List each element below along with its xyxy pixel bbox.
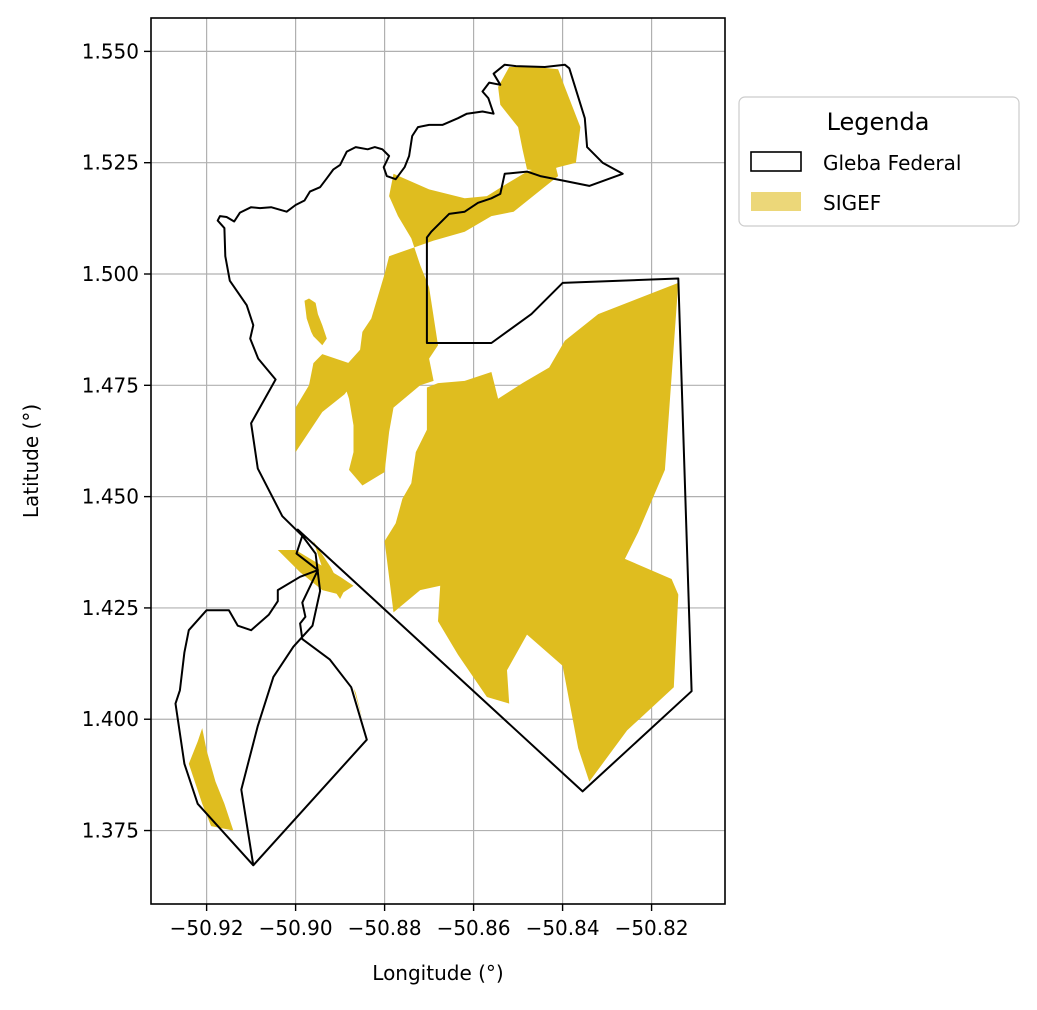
x-tick-label: −50.86	[437, 916, 511, 940]
legend-title: Legenda	[827, 108, 930, 136]
y-tick-label: 1.425	[82, 596, 139, 620]
y-tick-label: 1.500	[82, 262, 139, 286]
y-tick-label: 1.525	[82, 151, 139, 175]
y-tick-label: 1.550	[82, 39, 139, 63]
sigef-parcel-8	[353, 688, 367, 729]
y-axis-label: Latitude (°)	[19, 404, 43, 518]
x-tick-label: −50.92	[170, 916, 244, 940]
legend: Legenda Gleba Federal SIGEF	[738, 96, 1020, 227]
x-axis: −50.92 −50.90 −50.88 −50.86 −50.84 −50.82	[170, 904, 689, 940]
sigef-parcel-2	[340, 158, 559, 486]
sigef-parcel-4	[498, 67, 581, 172]
sigef-parcel-1	[384, 282, 679, 782]
legend-label-gleba-federal: Gleba Federal	[823, 151, 961, 175]
x-tick-label: −50.82	[615, 916, 689, 940]
legend-box	[738, 96, 1020, 227]
legend-swatch-gleba-federal	[750, 151, 802, 172]
y-tick-label: 1.475	[82, 373, 139, 397]
legend-swatch-sigef	[751, 192, 801, 211]
x-axis-label: Longitude (°)	[372, 961, 503, 985]
x-tick-label: −50.84	[526, 916, 600, 940]
x-tick-label: −50.90	[259, 916, 333, 940]
x-tick-label: −50.88	[348, 916, 422, 940]
plot-frame	[150, 17, 726, 905]
y-tick-label: 1.450	[82, 485, 139, 509]
gleba-federal-layer	[174, 63, 693, 867]
sigef-parcel-3	[304, 298, 327, 346]
sigef-parcel-9	[188, 728, 234, 831]
y-tick-label: 1.400	[82, 707, 139, 731]
gleba-federal-boundary-1	[216, 63, 693, 867]
sigef-parcel-7	[277, 550, 354, 595]
gleba-federal-boundary-2	[174, 569, 319, 866]
legend-label-sigef: SIGEF	[823, 191, 881, 215]
y-axis: 1.375 1.400 1.425 1.450 1.475 1.500 1.525 1.550	[82, 39, 151, 843]
sigef-layer	[188, 67, 679, 831]
sigef-parcel-5	[295, 354, 358, 453]
y-tick-label: 1.375	[82, 819, 139, 843]
